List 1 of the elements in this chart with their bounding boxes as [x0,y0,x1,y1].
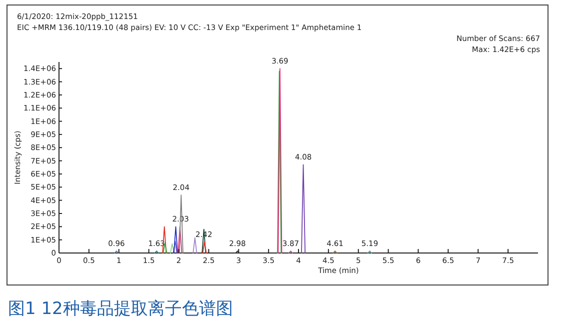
caption: 图1 12种毒品提取离子色谱图 [8,299,233,319]
